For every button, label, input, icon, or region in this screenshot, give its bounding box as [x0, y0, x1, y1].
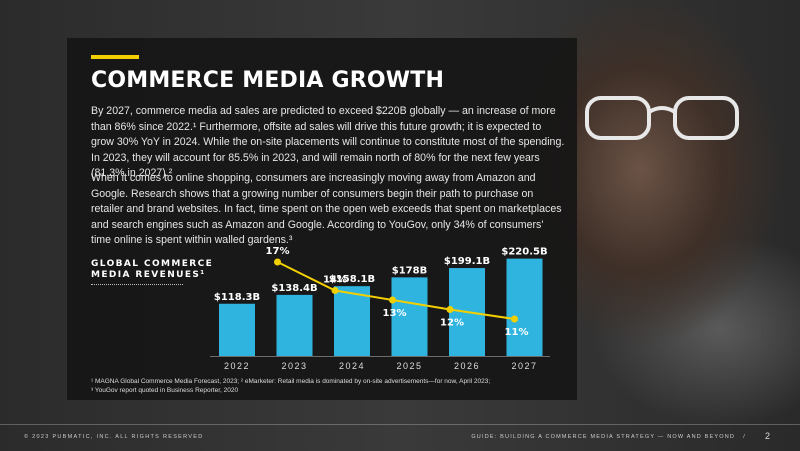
growth-label-2026: 12%	[440, 318, 464, 329]
guide-title: GUIDE: BUILDING A COMMERCE MEDIA STRATEG…	[471, 434, 746, 440]
guide-text: GUIDE: BUILDING A COMMERCE MEDIA STRATEG…	[471, 434, 736, 440]
x-tick-2023: 2023	[281, 361, 307, 371]
x-tick-2026: 2026	[454, 361, 480, 371]
growth-label-2027: 11%	[505, 327, 529, 338]
x-tick-2027: 2027	[511, 361, 537, 371]
chart-title-line2: MEDIA REVENUES¹	[91, 270, 206, 280]
footnote-2: ³ YouGov report quoted in Business Repor…	[91, 387, 239, 394]
page-title: COMMERCE MEDIA GROWTH	[91, 68, 445, 93]
title-accent-bar	[91, 55, 139, 59]
chart-title: GLOBAL COMMERCE MEDIA REVENUES¹	[91, 259, 213, 285]
bar-value-label-2023: $138.4B	[271, 283, 317, 294]
footer-divider	[0, 424, 800, 425]
bar-value-label-2024: $158.1B	[329, 274, 375, 285]
second-paragraph: When it comes to online shopping, consum…	[91, 172, 562, 246]
growth-point-2024	[331, 287, 339, 294]
intro-paragraph: By 2027, commerce media ad sales are pre…	[91, 105, 565, 179]
bar-2025	[391, 277, 428, 356]
growth-label-2024: 14%	[323, 275, 347, 286]
growth-label-2023: 17%	[266, 246, 290, 257]
x-tick-2022: 2022	[224, 361, 250, 371]
bar-2023	[276, 294, 313, 356]
growth-point-2023	[274, 258, 281, 266]
bar-value-label-2025: $178B	[392, 265, 427, 276]
growth-label-2025: 13%	[383, 308, 407, 319]
growth-point-2027	[511, 315, 518, 323]
x-tick-2024: 2024	[339, 361, 365, 371]
growth-point-2025	[389, 296, 396, 304]
guide-separator: /	[743, 434, 746, 440]
bar-value-label-2022: $118.3B	[214, 292, 260, 303]
chart-title-underline	[91, 284, 183, 285]
bar-value-label-2027: $220.5B	[501, 247, 547, 258]
revenue-chart: $118.3B 2022 $138.4B 2023 $158.1B 2024 $178B 20…	[210, 246, 550, 371]
bar-2024	[334, 286, 370, 356]
bar-2027	[506, 258, 543, 356]
growth-point-2026	[446, 306, 454, 313]
x-tick-2025: 2025	[396, 361, 422, 371]
bar-value-label-2026: $199.1B	[444, 256, 490, 267]
footnotes: ¹ MAGNA Global Commerce Media Forecast, …	[91, 377, 490, 395]
glasses-decoration	[585, 96, 739, 140]
page-number: 2	[765, 431, 771, 441]
bar-2022	[219, 303, 255, 356]
chart-title-line1: GLOBAL COMMERCE	[91, 259, 214, 269]
content-panel	[67, 38, 577, 400]
footnote-1: ¹ MAGNA Global Commerce Media Forecast, …	[91, 378, 491, 385]
copyright-text: © 2023 PUBMATIC, INC. ALL RIGHTS RESERVE…	[24, 434, 204, 440]
